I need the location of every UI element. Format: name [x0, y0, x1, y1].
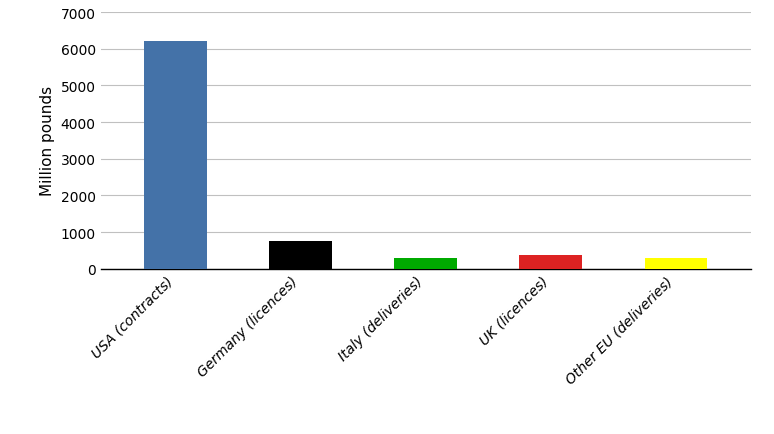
Bar [395, 258, 457, 269]
Bar [519, 255, 582, 269]
Bar [145, 43, 207, 269]
Bar [645, 258, 707, 269]
Bar [269, 242, 332, 269]
Y-axis label: Million pounds: Million pounds [40, 86, 55, 196]
